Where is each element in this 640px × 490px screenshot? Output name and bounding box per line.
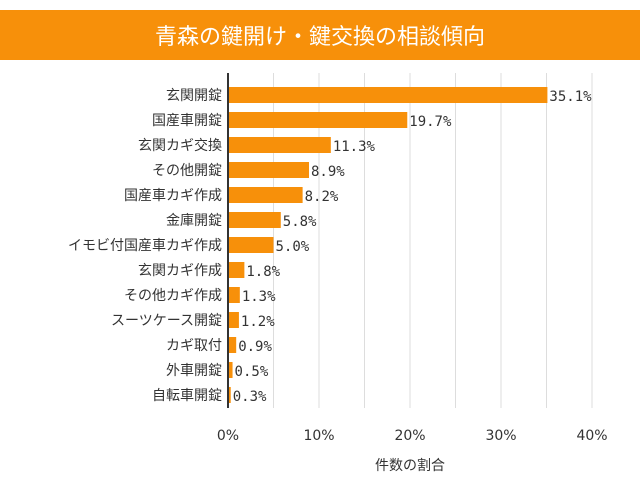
x-tick-label: 30% bbox=[485, 428, 516, 444]
data-label: 8.9% bbox=[311, 164, 345, 180]
x-tick-label: 0% bbox=[217, 428, 239, 444]
bar bbox=[228, 87, 548, 103]
category-label: 国産車カギ作成 bbox=[124, 187, 222, 204]
bar bbox=[228, 237, 274, 253]
bar bbox=[228, 362, 233, 378]
category-label: 国産車開錠 bbox=[152, 112, 222, 129]
category-label: 自転車開錠 bbox=[152, 387, 222, 404]
bar bbox=[228, 387, 231, 403]
data-label: 8.2% bbox=[305, 189, 339, 205]
data-label: 0.5% bbox=[235, 364, 269, 380]
bar bbox=[228, 312, 239, 328]
data-label: 35.1% bbox=[549, 89, 592, 105]
bar bbox=[228, 137, 331, 153]
data-label: 5.8% bbox=[283, 214, 317, 230]
bar bbox=[228, 287, 240, 303]
bar bbox=[228, 187, 303, 203]
data-label: 0.3% bbox=[233, 389, 267, 405]
x-axis-title: 件数の割合 bbox=[375, 457, 445, 474]
bar bbox=[228, 112, 408, 128]
x-tick-label: 10% bbox=[303, 428, 334, 444]
data-label: 1.8% bbox=[246, 264, 280, 280]
data-label: 1.2% bbox=[241, 314, 275, 330]
data-label: 19.7% bbox=[409, 114, 452, 130]
data-label: 1.3% bbox=[242, 289, 276, 305]
chart-title: 青森の鍵開け・鍵交換の相談傾向 bbox=[0, 10, 640, 60]
data-label: 11.3% bbox=[333, 139, 376, 155]
bar bbox=[228, 162, 309, 178]
category-label: 金庫開錠 bbox=[166, 212, 222, 229]
bar bbox=[228, 262, 245, 278]
x-tick-label: 20% bbox=[394, 428, 425, 444]
category-label: その他カギ作成 bbox=[124, 288, 222, 304]
category-label: 外車開錠 bbox=[166, 362, 222, 379]
category-label: 玄関開錠 bbox=[166, 87, 222, 104]
bar bbox=[228, 212, 281, 228]
category-label: カギ取付 bbox=[166, 338, 222, 354]
category-label: 玄関カギ交換 bbox=[138, 137, 222, 154]
data-label: 0.9% bbox=[238, 339, 272, 355]
bar bbox=[228, 337, 237, 353]
data-label: 5.0% bbox=[276, 239, 310, 255]
category-label: 玄関カギ作成 bbox=[138, 262, 222, 279]
category-label: スーツケース開錠 bbox=[111, 313, 222, 329]
x-tick-label: 40% bbox=[576, 428, 607, 444]
category-label: その他開錠 bbox=[152, 163, 222, 179]
category-label: イモビ付国産車カギ作成 bbox=[68, 237, 222, 254]
